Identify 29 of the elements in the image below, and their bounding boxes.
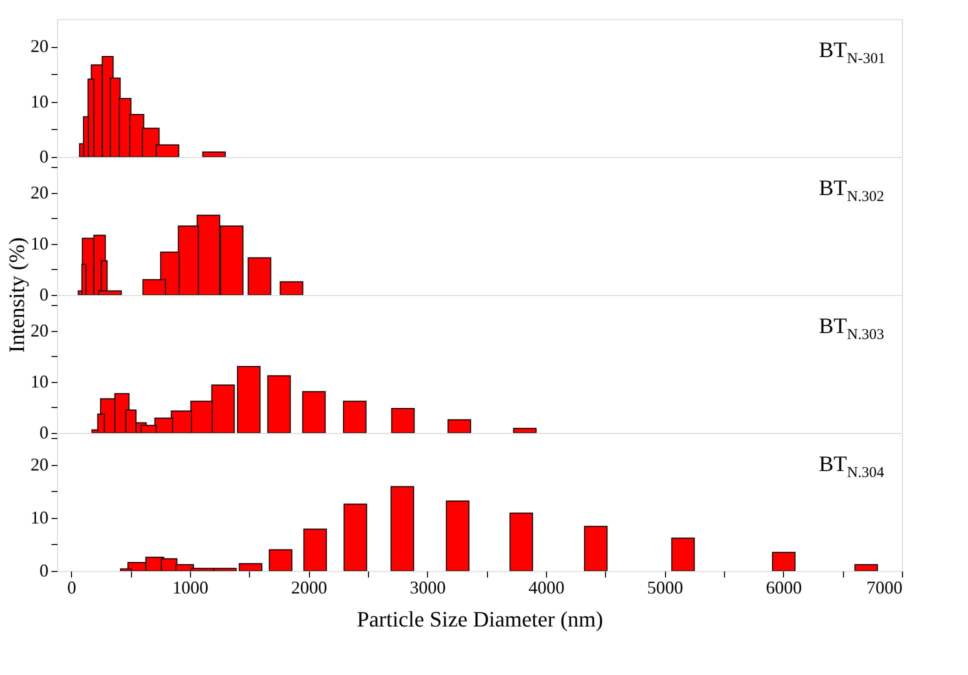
x-tick-label: 7000 xyxy=(866,578,902,598)
y-tick-label: 10 xyxy=(30,507,48,528)
x-tick-label: 1000 xyxy=(172,578,208,598)
x-tick-label: 6000 xyxy=(766,578,802,598)
bar xyxy=(854,564,878,571)
bar xyxy=(390,486,414,571)
y-tick-label: 20 xyxy=(30,182,48,202)
y-tick-label: 10 xyxy=(30,233,48,254)
y-tick-label: 0 xyxy=(40,284,48,304)
x-tick-label: 4000 xyxy=(528,578,564,598)
y-tick-label: 10 xyxy=(30,91,48,112)
y-tick-label: 10 xyxy=(30,371,48,392)
y-tick-label: 0 xyxy=(40,146,48,166)
y-tick-label: 20 xyxy=(30,320,48,340)
x-tick-label: 0 xyxy=(67,578,76,598)
bar xyxy=(446,500,470,571)
x-tick-label: 5000 xyxy=(647,578,684,598)
x-tick-label: 2000 xyxy=(291,578,328,598)
y-tick-label: 20 xyxy=(30,454,48,474)
y-axis-title: Intensity (%) xyxy=(4,237,29,353)
y-tick-label: 20 xyxy=(30,36,48,56)
bar xyxy=(671,538,695,571)
x-tick-label: 3000 xyxy=(410,578,446,598)
x-axis-title: Particle Size Diameter (nm) xyxy=(356,606,604,632)
bar xyxy=(344,504,368,571)
bar xyxy=(510,512,534,571)
y-tick-label: 0 xyxy=(40,560,48,580)
y-tick-label: 0 xyxy=(40,422,48,442)
bar xyxy=(268,549,292,571)
